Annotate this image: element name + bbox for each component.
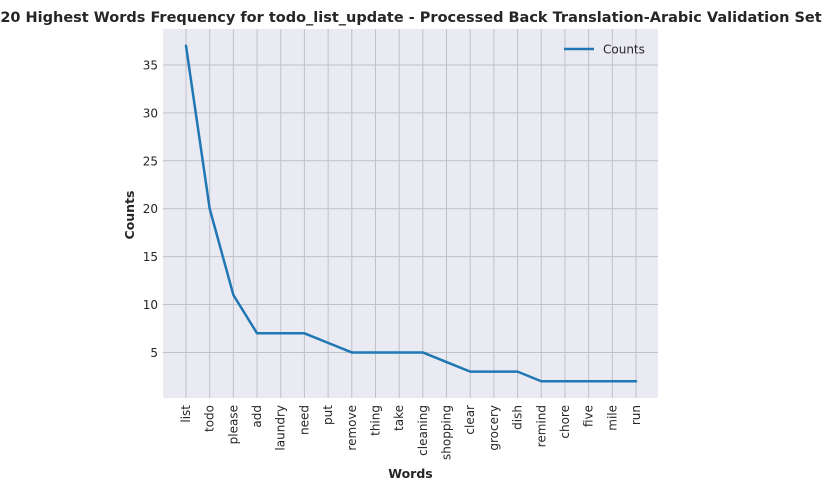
x-tick-label: list xyxy=(179,405,193,423)
x-tick-label: need xyxy=(297,405,311,435)
x-tick-label: five xyxy=(582,405,596,427)
legend-label: Counts xyxy=(603,43,645,57)
y-tick-label: 10 xyxy=(143,298,158,312)
y-tick-label: 35 xyxy=(143,58,158,72)
y-tick-label: 15 xyxy=(143,250,158,264)
plot-area xyxy=(163,29,658,398)
x-tick-label: remind xyxy=(534,405,548,447)
legend: Counts xyxy=(564,43,645,57)
x-tick-label: run xyxy=(629,405,643,425)
x-tick-label: mile xyxy=(605,405,619,431)
y-tick-label: 20 xyxy=(143,202,158,216)
y-tick-label: 25 xyxy=(143,154,158,168)
x-tick-label: put xyxy=(321,405,335,425)
x-tick-label: grocery xyxy=(487,405,501,451)
x-tick-label: dish xyxy=(511,405,525,430)
x-tick-label: clear xyxy=(463,405,477,435)
x-tick-label: chore xyxy=(558,405,572,439)
x-tick-label: todo xyxy=(203,405,217,432)
x-tick-label: remove xyxy=(345,405,359,451)
x-tick-label: please xyxy=(226,405,240,444)
series-lines xyxy=(184,44,638,383)
grid-lines xyxy=(163,29,658,398)
x-tick-label: cleaning xyxy=(416,405,430,456)
x-axis-ticks: list todo please add laundry need put remove thi… xyxy=(179,405,643,460)
y-tick-label: 30 xyxy=(143,106,158,120)
x-tick-label: add xyxy=(250,405,264,428)
chart-title: 20 Highest Words Frequency for todo_list… xyxy=(0,10,821,26)
x-tick-label: thing xyxy=(368,405,382,436)
y-axis-label: Counts xyxy=(122,191,137,240)
y-tick-label: 5 xyxy=(150,346,158,360)
series-line xyxy=(184,44,638,383)
y-axis-ticks: 5 10 15 20 25 30 35 xyxy=(143,58,158,360)
x-tick-label: laundry xyxy=(274,405,288,451)
x-tick-label: take xyxy=(392,405,406,431)
x-axis-label: Words xyxy=(388,466,432,481)
x-tick-label: shopping xyxy=(440,405,454,460)
